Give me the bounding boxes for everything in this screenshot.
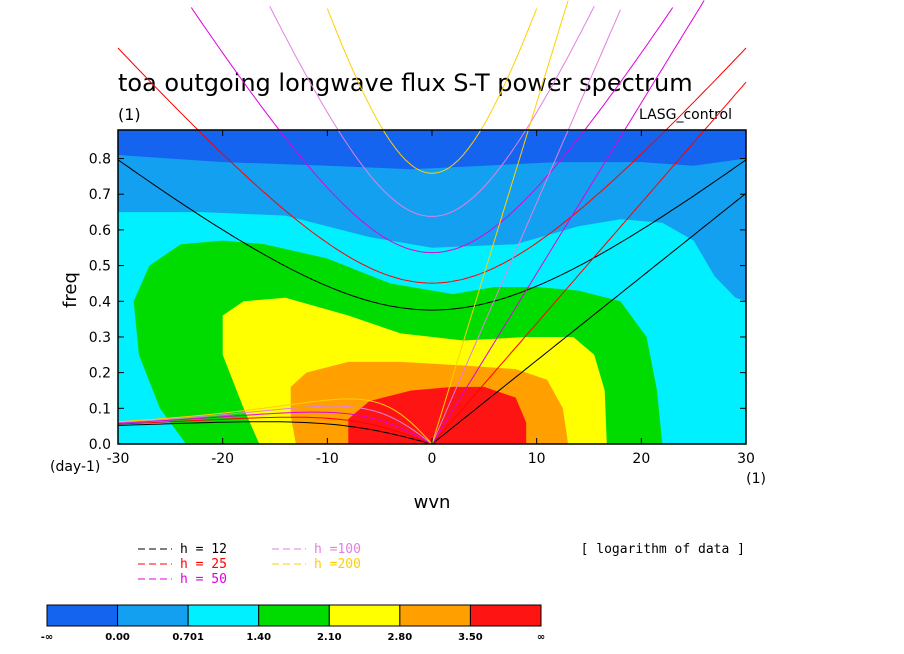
y-axis-unit: (day-1): [50, 459, 100, 475]
y-tick-label: 0.4: [89, 294, 111, 310]
colorbar-segment: [328, 604, 401, 627]
colorbar-segment: [46, 604, 119, 627]
colorbar-segment: [469, 604, 542, 627]
colorbar-label: 3.50: [458, 632, 483, 643]
dispersion-curve-kelvin: [431, 0, 705, 445]
axis-ticks: -30 -20 -10 0 10 20 30 0.0 0.1 0.2 0.3 0.4 0.5 0.6 0.7…: [89, 130, 755, 467]
y-tick-label: 0.7: [89, 187, 111, 203]
colorbar-label: ∞: [537, 632, 545, 643]
x-tick-label: 20: [632, 451, 650, 467]
colorbar: -∞ 0.00 0.701 1.40 2.10 2.80 3.50 ∞: [41, 604, 545, 643]
dispersion-curve-kelvin: [431, 9, 621, 445]
legend-label: h = 50: [180, 572, 227, 587]
x-tick-label: -30: [107, 451, 130, 467]
colorbar-label: 1.40: [246, 632, 271, 643]
x-axis-label: wvn: [414, 492, 451, 513]
x-tick-label: 30: [737, 451, 755, 467]
chart-title: toa outgoing longwave flux S-T power spe…: [118, 69, 693, 97]
data-note: [ logarithm of data ]: [581, 542, 745, 557]
legend-label: h =100: [314, 542, 361, 557]
dispersion-curve-rossby: [117, 398, 433, 445]
y-tick-label: 0.8: [89, 152, 111, 168]
dispersion-curve-rossby: [117, 411, 433, 445]
y-tick-label: 0.2: [89, 366, 111, 382]
colorbar-label: -∞: [41, 632, 53, 643]
dispersion-curve-ig: [326, 8, 538, 174]
colorbar-segment: [399, 604, 471, 627]
y-tick-label: 0.1: [89, 401, 111, 417]
subtitle-right: LASG_control: [639, 107, 732, 123]
colorbar-segment: [187, 604, 260, 627]
dispersion-curve-ig: [190, 7, 674, 254]
dispersion-curve-kelvin: [431, 81, 747, 445]
dispersion-curve-kelvin: [431, 192, 747, 445]
x-axis-unit: (1): [746, 471, 766, 487]
dispersion-curve-kelvin: [431, 0, 569, 445]
x-tick-label: -20: [211, 451, 234, 467]
colorbar-label: 0.00: [105, 632, 130, 643]
legend-label: h = 25: [180, 557, 227, 572]
colorbar-segment: [258, 604, 330, 627]
contour-fill-layer: [118, 155, 746, 444]
y-tick-label: 0.3: [89, 330, 111, 346]
y-tick-label: 0.6: [89, 223, 111, 239]
x-tick-label: 10: [528, 451, 546, 467]
x-tick-label: 0: [428, 451, 437, 467]
title-unit: (1): [118, 105, 141, 124]
legend-label: h =200: [314, 557, 361, 572]
dispersion-curve-ig: [117, 47, 747, 284]
colorbar-segment: [117, 604, 189, 627]
dispersion-curve-rossby: [117, 416, 433, 445]
dispersion-curve-ig: [269, 6, 595, 217]
colorbar-label: 2.80: [388, 632, 413, 643]
legend-label: h = 12: [180, 542, 227, 557]
dispersion-curves: [117, 0, 747, 445]
y-axis-label: freq: [60, 272, 81, 308]
dispersion-curve-rossby: [117, 405, 433, 445]
x-tick-label: -10: [316, 451, 339, 467]
dispersion-curve-rossby: [117, 421, 433, 445]
colorbar-label: 0.701: [172, 632, 204, 643]
y-tick-label: 0.5: [89, 259, 111, 275]
dispersion-curve-ig: [117, 159, 747, 311]
y-tick-label: 0.0: [89, 437, 111, 453]
colorbar-label: 2.10: [317, 632, 342, 643]
